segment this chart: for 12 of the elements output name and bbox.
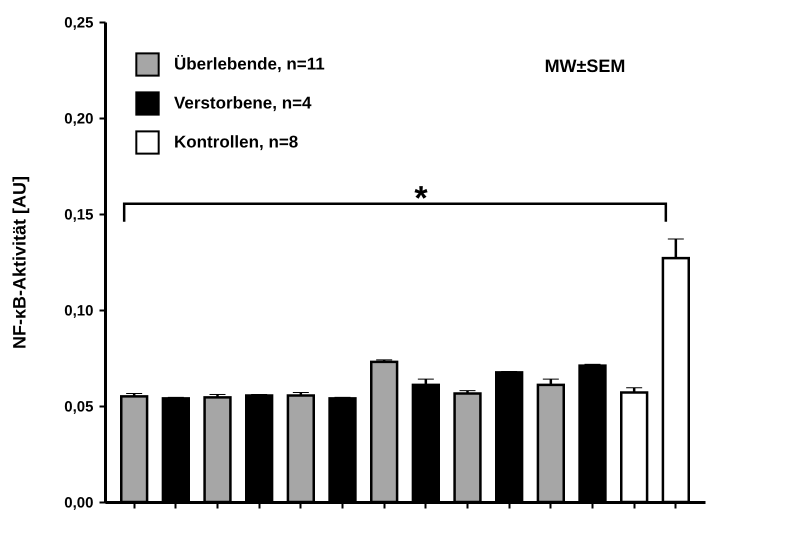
annotation: MW±SEM — [544, 56, 626, 76]
annotation: * — [414, 180, 428, 218]
y-tick-label: 0,10 — [64, 302, 94, 320]
legend-label: Überlebende, n=11 — [174, 54, 325, 74]
y-axis-title: NF-κB-Aktivität [AU] — [9, 176, 30, 350]
legend-label: Kontrollen, n=8 — [174, 132, 298, 152]
y-tick-label: 0,20 — [64, 110, 94, 128]
y-tick-label: 0,05 — [64, 398, 94, 416]
legend-label: Verstorbene, n=4 — [174, 94, 312, 112]
y-tick-label: 0,25 — [64, 14, 94, 32]
y-tick-label: 0,15 — [64, 206, 94, 224]
y-tick-label: 0,00 — [64, 494, 94, 512]
